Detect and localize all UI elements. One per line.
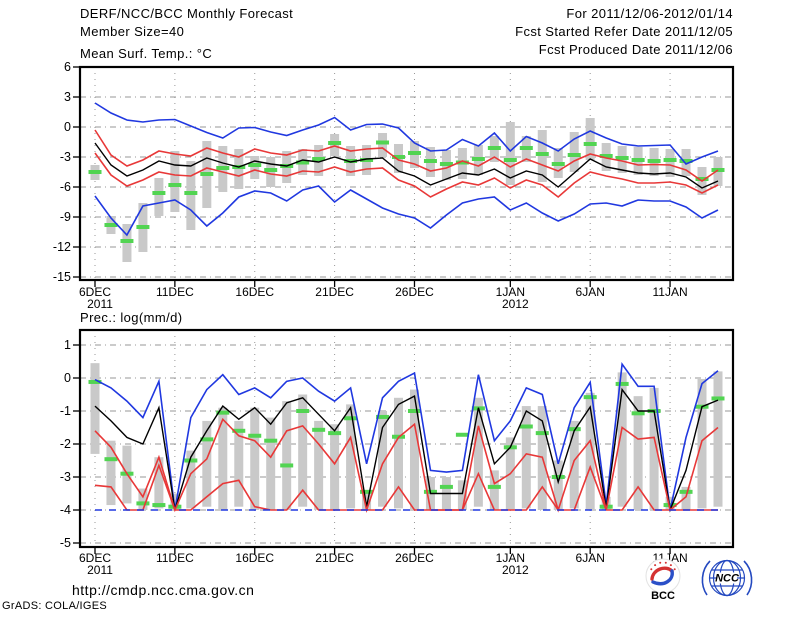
x-tick-year-label: 2011 xyxy=(87,563,113,577)
y-tick-label: -3 xyxy=(60,150,71,164)
ncc-label-bg xyxy=(717,572,737,584)
chart-frame xyxy=(78,65,735,282)
member-size-label: Member Size=40 xyxy=(80,24,185,39)
x-tick-label: 26DEC xyxy=(395,285,434,299)
series-red-upper xyxy=(94,129,719,182)
header-right: For 2011/12/06-2012/01/14 Fcst Started R… xyxy=(515,5,733,59)
series-red-lower xyxy=(94,152,719,199)
x-tick-label: 11DEC xyxy=(156,285,194,299)
x-tick-label: 1JAN xyxy=(496,551,525,565)
bcc-logo-label: BCC xyxy=(651,590,675,602)
spread-bars xyxy=(90,118,723,262)
y-tick-label: -5 xyxy=(60,536,71,550)
bcc-arc-dots xyxy=(650,561,676,571)
y-tick-label: 6 xyxy=(64,60,71,74)
bcc-logo: BCC xyxy=(645,558,681,602)
y-tick-label: -15 xyxy=(53,270,71,284)
refer-date-label: Fcst Started Refer Date 2011/12/05 xyxy=(515,24,733,39)
y-tick-label: -4 xyxy=(60,503,71,517)
forecast-range-label: For 2011/12/06-2012/01/14 xyxy=(566,6,733,21)
green-dash-marks xyxy=(88,140,725,243)
x-tick-label: 26DEC xyxy=(395,551,434,565)
y-tick-label: -6 xyxy=(60,180,71,194)
x-tick-label: 11JAN xyxy=(652,285,687,299)
x-tick-label: 21DEC xyxy=(315,551,354,565)
y-tick-label: 0 xyxy=(64,371,71,385)
y-tick-label: -2 xyxy=(60,437,71,451)
y-tick-label: -9 xyxy=(60,210,71,224)
source-url: http://cmdp.ncc.cma.gov.cn xyxy=(72,582,255,598)
chart-title: Prec.: log(mm/d) xyxy=(80,310,182,325)
y-tick-label: -1 xyxy=(60,404,71,418)
x-tick-label: 6DEC xyxy=(79,285,111,299)
y-tick-label: 3 xyxy=(64,90,71,104)
x-tick-label: 6DEC xyxy=(79,551,111,565)
bcc-blue-swoosh xyxy=(651,569,674,586)
logo-group: BCC NCC xyxy=(638,553,768,607)
series-red-middle xyxy=(94,417,719,513)
header-left: DERF/NCC/BCC Monthly Forecast Member Siz… xyxy=(80,5,293,41)
x-tick-year-label: 2012 xyxy=(502,297,529,311)
ncc-logo-label: NCC xyxy=(715,573,740,585)
y-tick-label: -3 xyxy=(60,470,71,484)
x-tick-label: 6JAN xyxy=(576,551,605,565)
produced-date-label: Fcst Produced Date 2011/12/06 xyxy=(538,42,733,57)
x-tick-label: 16DEC xyxy=(235,551,274,565)
grads-credit: GrADS: COLA/IGES xyxy=(2,600,108,612)
x-tick-label: 16DEC xyxy=(235,285,274,299)
chart-title: Mean Surf. Temp.: °C xyxy=(80,46,212,61)
x-tick-label: 1JAN xyxy=(496,285,525,299)
page-title: DERF/NCC/BCC Monthly Forecast xyxy=(80,6,294,21)
chart-frame xyxy=(78,328,735,549)
y-tick-label: -12 xyxy=(53,240,71,254)
series-blue-lower xyxy=(94,185,719,237)
bcc-circle xyxy=(645,558,681,594)
x-tick-label: 11DEC xyxy=(156,551,194,565)
series-blue-upper xyxy=(94,102,719,165)
y-tick-label: 1 xyxy=(64,338,71,352)
series-blue-upper xyxy=(94,361,719,511)
bcc-red-swoosh xyxy=(650,566,674,581)
x-tick-label: 21DEC xyxy=(315,285,354,299)
series-ensemble-mean xyxy=(94,142,719,189)
x-tick-year-label: 2012 xyxy=(502,563,529,577)
y-tick-label: 0 xyxy=(64,120,71,134)
x-tick-year-label: 2011 xyxy=(87,297,113,311)
ncc-logo: NCC xyxy=(701,559,753,597)
series-ensemble-mean xyxy=(94,387,719,513)
x-tick-label: 6JAN xyxy=(576,285,605,299)
